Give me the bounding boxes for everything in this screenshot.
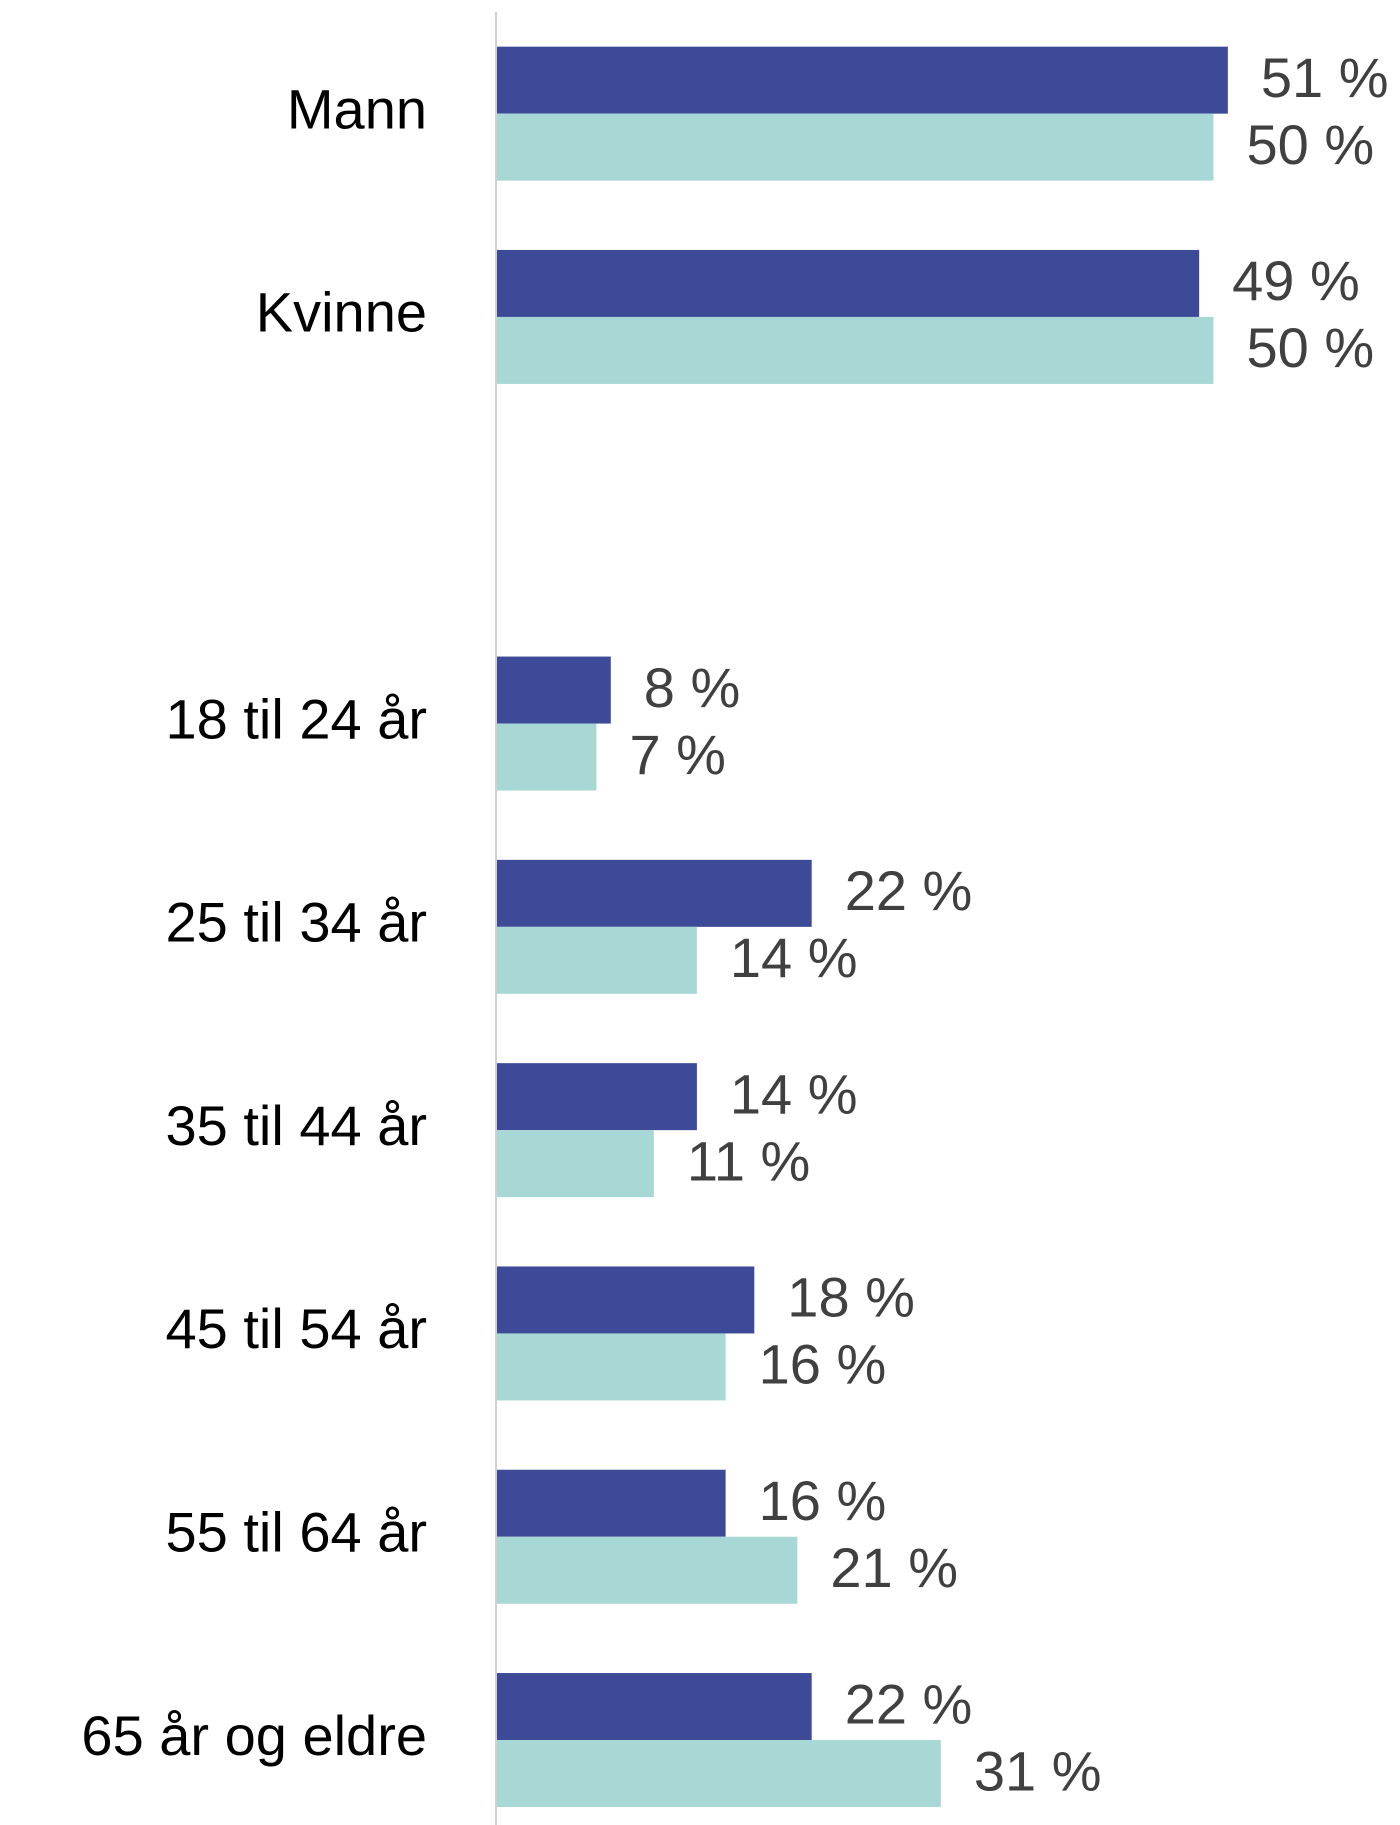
bar (496, 113, 1214, 181)
value-label: 31 % (974, 1739, 1102, 1802)
bar (496, 859, 812, 927)
value-label: 14 % (730, 926, 858, 989)
value-label: 51 % (1261, 46, 1389, 109)
value-label: 22 % (845, 1672, 973, 1735)
y-tick-label: 18 til 24 år (166, 687, 428, 750)
y-tick-label: Mann (287, 77, 427, 140)
value-label: 22 % (845, 859, 973, 922)
value-label: 16 % (759, 1469, 887, 1532)
y-tick-label: 35 til 44 år (166, 1094, 428, 1157)
value-label: 18 % (787, 1266, 915, 1329)
bar (496, 1673, 812, 1741)
bar (496, 249, 1200, 317)
bar (496, 1130, 654, 1198)
bar (496, 656, 611, 724)
value-label: 49 % (1232, 249, 1360, 312)
value-label: 50 % (1247, 113, 1375, 176)
value-label: 8 % (644, 656, 741, 719)
y-tick-label: Kvinne (256, 281, 427, 344)
y-tick-label: 25 til 34 år (166, 891, 428, 954)
value-label: 50 % (1247, 316, 1375, 379)
bar (496, 316, 1214, 384)
y-tick-label: 65 år og eldre (81, 1704, 427, 1767)
value-label: 14 % (730, 1062, 858, 1125)
bar (496, 1266, 755, 1334)
bar (496, 1333, 726, 1401)
bar (496, 723, 597, 791)
bar (496, 1536, 798, 1604)
value-label: 11 % (687, 1129, 810, 1192)
bar (496, 1740, 941, 1808)
bar (496, 1469, 726, 1537)
value-label: 21 % (830, 1536, 958, 1599)
bar (496, 46, 1228, 114)
y-tick-label: 55 til 64 år (166, 1501, 428, 1564)
y-tick-label: 45 til 54 år (166, 1297, 428, 1360)
bar (496, 1063, 697, 1131)
value-label: 7 % (629, 723, 726, 786)
bar (496, 926, 697, 994)
value-label: 16 % (759, 1333, 887, 1396)
